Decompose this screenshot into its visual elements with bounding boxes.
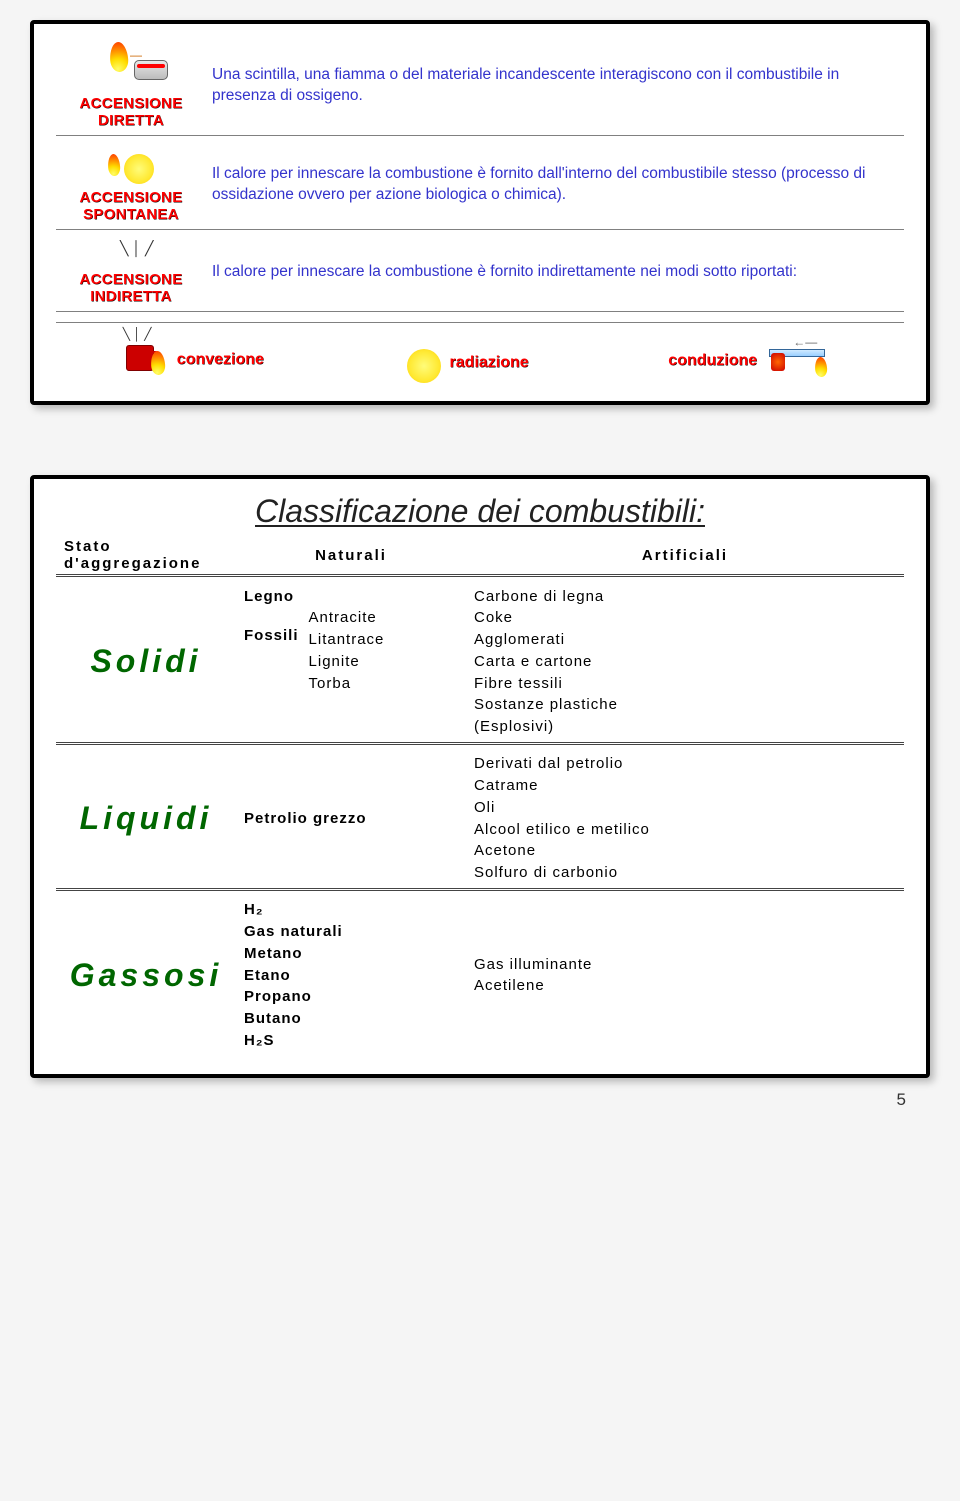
liquidi-artificiali: Derivati dal petrolio Catrame Oli Alcool…	[466, 749, 904, 889]
conduzione-label: conduzione	[668, 352, 757, 370]
header-state: Stato d'aggregazione	[56, 536, 236, 576]
row-solidi: Solidi Legno Fossili Antracite Litantrac…	[56, 582, 904, 744]
header-artificiali: Artificiali	[466, 536, 904, 576]
nat-item: Metano	[244, 943, 458, 965]
row-indiretta: ╲ │ ╱ ACCENSIONE INDIRETTA Il calore per…	[56, 240, 904, 312]
fossili-item: Torba	[309, 673, 385, 695]
legno: Legno	[244, 586, 458, 608]
fossili-label: Fossili	[244, 607, 299, 647]
desc-spontanea: Il calore per innescare la combustione è…	[206, 164, 904, 206]
art-item: Oli	[474, 797, 896, 819]
art-item: Alcool etilico e metilico	[474, 819, 896, 841]
page-number: 5	[897, 1090, 906, 1110]
fossili-item: Lignite	[309, 651, 385, 673]
art-item: Catrame	[474, 775, 896, 797]
nat-item: Gas naturali	[244, 921, 458, 943]
row-subtitle: DIRETTA	[98, 113, 164, 130]
gassosi-artificiali: Gas illuminante Acetilene	[466, 895, 904, 1055]
label-spontanea: ACCENSIONE SPONTANEA	[56, 146, 206, 223]
row-subtitle: INDIRETTA	[90, 289, 172, 306]
state-solidi: Solidi	[56, 582, 236, 744]
label-indiretta: ╲ │ ╱ ACCENSIONE INDIRETTA	[56, 240, 206, 305]
art-item: Agglomerati	[474, 629, 896, 651]
nat-item: Etano	[244, 965, 458, 987]
nat-item: H₂S	[244, 1030, 458, 1052]
art-item: Coke	[474, 607, 896, 629]
art-item: Carbone di legna	[474, 586, 896, 608]
sun-flame-icon	[106, 146, 156, 188]
row-spontanea: ACCENSIONE SPONTANEA Il calore per innes…	[56, 146, 904, 230]
state-gassosi: Gassosi	[56, 895, 236, 1055]
header-naturali: Naturali	[236, 536, 466, 576]
row-liquidi: Liquidi Petrolio grezzo Derivati dal pet…	[56, 749, 904, 889]
conduzione-item: conduzione ←—	[668, 339, 839, 383]
nat-item: H₂	[244, 899, 458, 921]
convezione-item: ╲ │ ╱ convezione	[121, 337, 264, 383]
art-item: Carta e cartone	[474, 651, 896, 673]
fossili-item: Antracite	[309, 607, 385, 629]
state-liquidi: Liquidi	[56, 749, 236, 889]
heat-transfer-row: ╲ │ ╱ convezione radiazione conduzione ←…	[56, 337, 904, 383]
row-title: ACCENSIONE	[79, 190, 182, 207]
art-item: Sostanze plastiche	[474, 694, 896, 716]
slide-classificazione: Classificazione dei combustibili: Stato …	[30, 475, 930, 1078]
art-item: Derivati dal petrolio	[474, 753, 896, 775]
liquidi-naturali: Petrolio grezzo	[236, 749, 466, 889]
row-gassosi: Gassosi H₂ Gas naturali Metano Etano Pro…	[56, 895, 904, 1055]
table-header: Stato d'aggregazione Naturali Artificial…	[56, 536, 904, 576]
gassosi-naturali: H₂ Gas naturali Metano Etano Propano But…	[236, 895, 466, 1055]
art-item: Acetone	[474, 840, 896, 862]
row-title: ACCENSIONE	[79, 272, 182, 289]
art-item: Fibre tessili	[474, 673, 896, 695]
convezione-label: convezione	[177, 351, 264, 369]
art-item: Solfuro di carbonio	[474, 862, 896, 884]
desc-indiretta: Il calore per innescare la combustione è…	[206, 262, 797, 283]
row-subtitle: SPONTANEA	[83, 207, 179, 224]
label-diretta: — ACCENSIONE DIRETTA	[56, 42, 206, 129]
nat-item: Propano	[244, 986, 458, 1008]
row-diretta: — ACCENSIONE DIRETTA Una scintilla, una …	[56, 42, 904, 136]
radiazione-item: radiazione	[404, 343, 529, 383]
art-item: Gas illuminante	[474, 954, 896, 976]
row-title: ACCENSIONE	[79, 96, 182, 113]
radiazione-label: radiazione	[450, 354, 529, 372]
classification-title: Classificazione dei combustibili:	[56, 493, 904, 530]
classification-table: Stato d'aggregazione Naturali Artificial…	[56, 536, 904, 1056]
art-item: Acetilene	[474, 975, 896, 997]
flame-can-icon: —	[106, 42, 156, 94]
rays-icon: ╲ │ ╱	[106, 240, 156, 270]
nat-item: Butano	[244, 1008, 458, 1030]
fossili-item: Litantrace	[309, 629, 385, 651]
solidi-artificiali: Carbone di legna Coke Agglomerati Carta …	[466, 582, 904, 744]
fossili-list: Antracite Litantrace Lignite Torba	[309, 607, 385, 694]
desc-diretta: Una scintilla, una fiamma o del material…	[206, 65, 904, 107]
solidi-naturali: Legno Fossili Antracite Litantrace Ligni…	[236, 582, 466, 744]
slide-accensione: — ACCENSIONE DIRETTA Una scintilla, una …	[30, 20, 930, 405]
art-item: (Esplosivi)	[474, 716, 896, 738]
